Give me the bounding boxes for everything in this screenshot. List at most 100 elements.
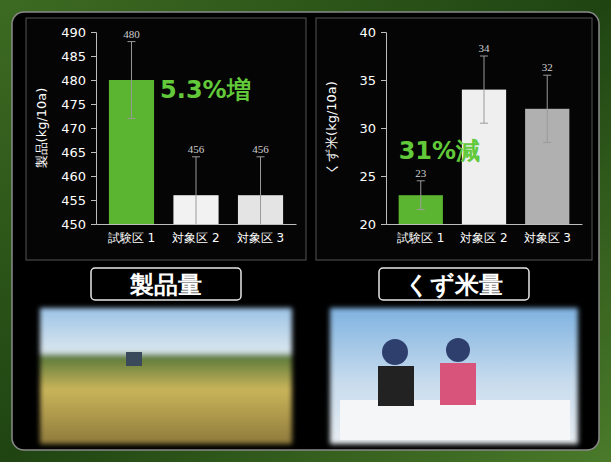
y-tick: 35 <box>359 73 386 88</box>
annotation: 31%減 <box>399 137 480 165</box>
x-tick-label: 対象区 2 <box>460 231 507 245</box>
y-tick-mark <box>91 152 96 153</box>
error-cap <box>127 41 135 42</box>
x-tick: 対象区 3 <box>523 224 570 245</box>
y-tick-label: 455 <box>61 193 86 208</box>
x-axis-line <box>387 224 583 225</box>
y-tick-mark <box>91 176 96 177</box>
y-tick-label: 465 <box>61 145 86 160</box>
y-tick-label: 25 <box>359 169 376 184</box>
y-tick-mark <box>381 224 386 225</box>
y-tick: 470 <box>61 121 96 136</box>
photo-people <box>330 308 578 444</box>
background <box>0 0 611 462</box>
x-tick-label: 対象区 3 <box>523 231 570 245</box>
error-cap <box>257 156 265 157</box>
y-tick: 25 <box>359 169 386 184</box>
plot-area <box>109 42 283 224</box>
y-tick: 455 <box>61 193 96 208</box>
y-tick: 490 <box>61 25 96 40</box>
y-tick-label: 20 <box>359 217 376 232</box>
title-frame <box>91 268 241 300</box>
error-bar <box>417 181 425 210</box>
y-tick: 460 <box>61 169 96 184</box>
error-cap <box>417 180 425 181</box>
y-tick: 480 <box>61 73 96 88</box>
photo-person <box>382 339 408 365</box>
error-line <box>260 157 261 224</box>
error-bar <box>480 56 488 123</box>
error-bar <box>127 42 135 119</box>
photo-machine <box>340 400 570 440</box>
x-tick-label: 対象区 3 <box>237 231 284 245</box>
error-line <box>420 181 421 210</box>
panel-frame <box>26 18 306 260</box>
y-tick-label: 30 <box>359 121 376 136</box>
y-axis: 20 25 30 35 40 <box>359 25 386 232</box>
data-label: 480 <box>123 28 140 40</box>
error-cap <box>543 75 551 76</box>
x-axis-line <box>97 224 297 225</box>
annotation: 5.3%増 <box>160 76 251 104</box>
chart-panel: 450 455 460 465 470 475 480 485 490 試験区 1 対象区 2 対象区… <box>26 18 306 300</box>
x-tick-label: 試験区 1 <box>108 231 155 245</box>
y-tick-label: 35 <box>359 73 376 88</box>
error-line <box>131 42 132 119</box>
data-label: 456 <box>188 143 205 155</box>
y-tick-mark <box>91 80 96 81</box>
y-axis-title: くず米(kg/10a) <box>324 81 339 175</box>
y-tick-mark <box>91 104 96 105</box>
y-axis-title: 製品(kg/10a) <box>34 88 49 169</box>
error-cap <box>192 156 200 157</box>
error-line <box>484 56 485 123</box>
x-tick: 対象区 2 <box>172 224 219 245</box>
x-tick: 試験区 1 <box>108 224 155 245</box>
y-tick: 475 <box>61 97 96 112</box>
error-cap <box>417 209 425 210</box>
y-tick-mark <box>91 200 96 201</box>
y-tick-label: 475 <box>61 97 86 112</box>
error-line <box>196 157 197 224</box>
error-bar <box>257 157 265 224</box>
error-bar <box>543 75 551 142</box>
error-line <box>547 75 548 142</box>
x-axis: 試験区 1 対象区 2 対象区 3 <box>97 224 297 245</box>
y-tick-label: 485 <box>61 49 86 64</box>
y-tick: 30 <box>359 121 386 136</box>
data-label: 32 <box>542 61 553 73</box>
y-tick-label: 490 <box>61 25 86 40</box>
y-tick-mark <box>91 32 96 33</box>
y-tick-label: 460 <box>61 169 86 184</box>
x-tick: 対象区 3 <box>237 224 284 245</box>
error-cap <box>480 123 488 124</box>
x-axis: 試験区 1 対象区 2 対象区 3 <box>387 224 583 245</box>
chart-title: くず米量 <box>405 271 503 299</box>
panel-frame <box>316 18 592 260</box>
y-tick-mark <box>381 80 386 81</box>
canvas: 450 455 460 465 470 475 480 485 490 試験区 1 対象区 2 対象区… <box>0 0 611 462</box>
title-box: くず米量 <box>379 268 529 300</box>
y-tick-mark <box>91 224 96 225</box>
y-axis: 450 455 460 465 470 475 480 485 490 <box>61 25 96 232</box>
y-tick-mark <box>381 128 386 129</box>
chart-panel: 20 25 30 35 40 試験区 1 対象区 2 対象区 3 くず米(kg/10a) 23 34… <box>316 18 592 300</box>
x-tick: 試験区 1 <box>397 224 444 245</box>
y-tick-label: 450 <box>61 217 86 232</box>
y-tick: 450 <box>61 217 96 232</box>
y-axis-line <box>381 33 387 225</box>
error-cap <box>543 142 551 143</box>
y-tick-label: 480 <box>61 73 86 88</box>
error-cap <box>127 118 135 119</box>
photo-field <box>40 308 292 444</box>
chart-title: 製品量 <box>129 271 202 299</box>
x-tick-label: 試験区 1 <box>397 231 444 245</box>
data-label: 34 <box>479 42 491 54</box>
x-tick-label: 対象区 2 <box>172 231 219 245</box>
y-tick-label: 40 <box>359 25 376 40</box>
title-box: 製品量 <box>91 268 241 300</box>
y-tick-mark <box>381 176 386 177</box>
data-label: 23 <box>415 167 427 179</box>
photo-harvester <box>126 352 142 366</box>
y-tick: 20 <box>359 217 386 232</box>
y-tick-mark <box>91 128 96 129</box>
